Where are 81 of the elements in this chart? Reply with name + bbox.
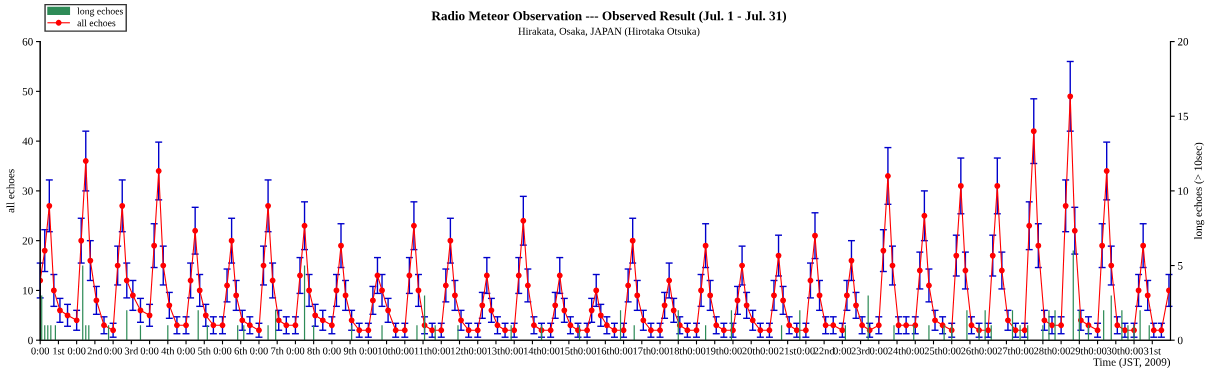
x-tick-label: 15th — [560, 347, 579, 355]
x-tick-label: 9th — [343, 347, 357, 355]
x-tick-label: 22nd — [814, 347, 835, 355]
chart-subtitle: Hirakata, Osaka, JAPAN (Hirotaka Otsuka) — [518, 27, 700, 37]
x-tick-label: 0:00 — [213, 347, 232, 355]
x-tick-label: 0:00 — [140, 347, 159, 355]
x-tick-label: 5th — [198, 347, 211, 355]
y2-tick-label: 10 — [1178, 187, 1189, 195]
x-tick-label: 16th — [597, 347, 615, 355]
x-tick-label: 0:00 — [614, 347, 633, 355]
x-tick-label: 19th — [706, 347, 724, 355]
x-tick-label: 0:00 — [687, 347, 706, 355]
x-tick-label: 24th — [888, 347, 907, 355]
x-tick-label: 0:00 — [1088, 347, 1107, 355]
x-axis-title: Time (JST, 2009) — [1093, 357, 1171, 369]
y-tick-label: 30 — [22, 187, 33, 195]
x-tick-label: 14th — [524, 347, 542, 355]
y-tick-label: 0 — [28, 336, 33, 345]
y2-tick-label: 15 — [1178, 112, 1189, 121]
x-tick-label: 7th — [271, 347, 284, 355]
x-tick-label: 21st — [779, 347, 797, 355]
x-tick-label: 0:00 — [541, 347, 560, 355]
y2-tick-label: 0 — [1177, 336, 1183, 345]
x-tick-label: 26th — [961, 347, 980, 355]
x-tick-label: 0:00 — [797, 347, 815, 355]
x-tick-label: 0:00 — [468, 347, 487, 355]
y-tick-label: 60 — [22, 38, 33, 46]
x-tick-label: 20th — [742, 347, 761, 355]
x-tick-label: 30th — [1107, 347, 1125, 355]
legend-label: all echoes — [77, 19, 116, 27]
x-tick-label: 25th — [924, 347, 943, 355]
x-tick-label: 18th — [669, 347, 688, 355]
legend-label: long echoes — [77, 7, 123, 17]
x-tick-label: 13th — [487, 347, 506, 355]
chart-title: Radio Meteor Observation --- Observed Result (Jul. 1 - Jul. 31) — [431, 11, 787, 23]
x-tick-label: 0:00 — [833, 347, 852, 355]
x-tick-label: 0:00 — [250, 347, 268, 355]
y-tick-label: 40 — [22, 137, 33, 146]
x-tick-label: 8th — [307, 347, 321, 355]
x-tick-label: 10th — [378, 347, 396, 355]
x-tick-label: 0:00 — [323, 347, 341, 355]
x-tick-label: 0:00 — [67, 347, 86, 355]
x-tick-label: 12th — [451, 347, 469, 355]
x-tick-label: 29th — [1070, 347, 1089, 355]
y-axis-title: all echoes — [6, 169, 15, 213]
x-tick-label: 0:00 — [869, 347, 888, 355]
x-tick-label: 0:00 — [104, 347, 122, 355]
y-tick-label: 50 — [22, 87, 33, 96]
y-tick-label: 20 — [22, 237, 33, 245]
x-tick-label: 0:00 — [286, 347, 305, 355]
x-tick-label: 0:00 — [1125, 347, 1143, 355]
x-tick-label: 0:00 — [979, 347, 998, 355]
x-tick-label: 3rd — [124, 347, 139, 355]
x-tick-label: 0:00 — [177, 347, 195, 355]
x-tick-label: 27th — [997, 347, 1016, 355]
x-tick-label: 23rd — [851, 347, 870, 355]
x-tick-label: 0:00 — [906, 347, 925, 355]
y2-axis-title: long echoes (> 10sec) — [1194, 142, 1205, 240]
y-tick-label: 10 — [23, 286, 33, 295]
x-tick-label: 0:00 — [1015, 347, 1034, 355]
x-tick-label: 0:00 — [942, 347, 961, 355]
x-tick-label: 31st — [1144, 347, 1161, 355]
y2-tick-label: 5 — [1178, 262, 1183, 270]
x-tick-label: 0:00 — [505, 347, 524, 355]
x-tick-label: 4th — [161, 347, 175, 355]
x-tick-label: 0:00 — [578, 347, 596, 355]
x-tick-label: 17th — [633, 347, 651, 355]
x-tick-label: 11th — [414, 347, 432, 355]
x-tick-label: 0:00 — [1052, 347, 1070, 355]
x-tick-label: 0:00 — [359, 347, 378, 355]
x-tick-label: 0:00 — [31, 347, 50, 355]
x-tick-label: 0:00 — [395, 347, 414, 355]
x-tick-label: 28th — [1034, 347, 1053, 355]
y2-tick-label: 20 — [1177, 38, 1189, 46]
x-tick-label: 0:00 — [651, 347, 669, 355]
x-tick-label: 0:00 — [760, 347, 779, 355]
x-tick-label: 6th — [234, 347, 248, 355]
x-tick-label: 1st — [53, 347, 65, 355]
x-tick-label: 2nd — [87, 347, 103, 355]
x-tick-label: 0:00 — [432, 347, 451, 355]
x-tick-label: 0:00 — [724, 347, 742, 355]
